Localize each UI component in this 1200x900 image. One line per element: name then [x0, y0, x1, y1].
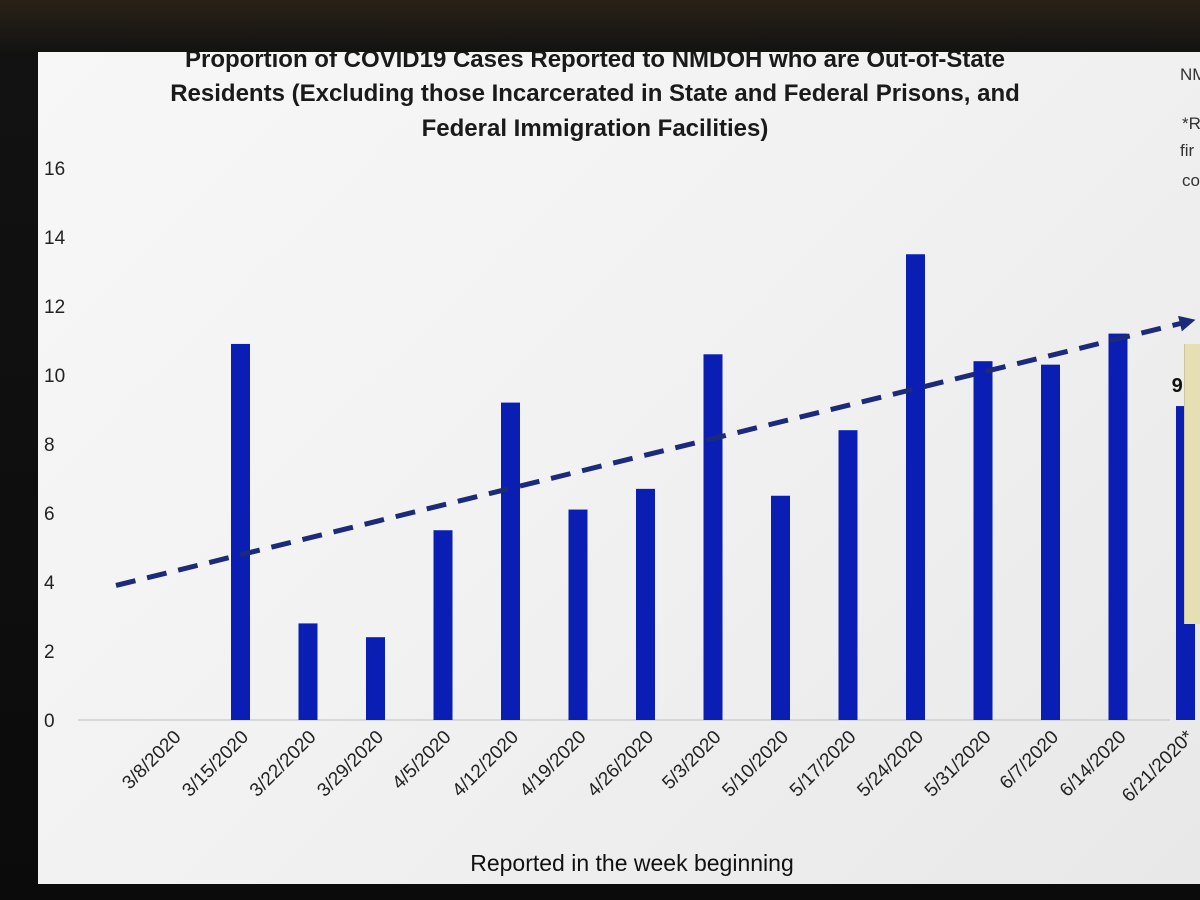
bar: [906, 254, 925, 720]
bar: [1041, 364, 1060, 720]
x-tick-label: 5/17/2020: [786, 727, 861, 802]
x-tick-label: 4/5/2020: [388, 727, 455, 794]
chart-title-line-2: Residents (Excluding those Incarcerated …: [170, 80, 1020, 107]
y-tick-label: 8: [44, 435, 55, 456]
trendline: [115, 315, 1196, 588]
x-tick-label: 6/7/2020: [996, 727, 1063, 794]
x-tick-label: 5/24/2020: [853, 727, 928, 802]
side-panel: [1184, 344, 1200, 624]
y-axis: 0 2 4 6 8 10 12 14 16: [44, 159, 66, 732]
y-tick-label: 0: [44, 711, 55, 732]
x-tick-label: 6/21/2020*: [1118, 726, 1198, 806]
trendline-dashes: [115, 320, 1185, 588]
bar: [568, 509, 588, 720]
y-tick-label: 14: [44, 228, 66, 249]
bar: [298, 623, 318, 720]
bar: [973, 361, 993, 720]
y-tick-label: 10: [44, 366, 65, 387]
side-text-1: NM: [1180, 65, 1200, 84]
trendline-arrowhead: [1178, 315, 1196, 332]
bar-chart: Proportion of COVID19 Cases Reported to …: [44, 52, 1199, 876]
chart-title-line-1: Proportion of COVID19 Cases Reported to …: [185, 52, 1005, 73]
y-tick-label: 4: [44, 573, 55, 594]
y-tick-label: 12: [44, 297, 65, 318]
x-tick-label: 4/26/2020: [583, 727, 658, 802]
bar: [636, 488, 655, 720]
bar: [838, 430, 858, 720]
bar: [771, 495, 790, 720]
x-tick-label: 4/12/2020: [448, 727, 523, 802]
side-text-4: co: [1182, 171, 1200, 190]
bar: [433, 530, 453, 720]
bar: [501, 402, 520, 720]
bar: [231, 343, 250, 720]
x-tick-label: 3/15/2020: [178, 727, 253, 802]
x-tick-label: 5/3/2020: [658, 727, 725, 794]
x-tick-label: 5/31/2020: [921, 727, 996, 802]
y-tick-label: 16: [44, 159, 65, 180]
x-tick-label: 3/29/2020: [313, 727, 388, 802]
x-axis-label: Reported in the week beginning: [470, 850, 794, 876]
side-text-2: *R: [1182, 114, 1200, 133]
chart-title: Proportion of COVID19 Cases Reported to …: [170, 52, 1020, 142]
x-tick-label: 3/8/2020: [118, 727, 185, 794]
x-tick-label: 5/10/2020: [718, 727, 793, 802]
x-tick-label: 4/19/2020: [516, 727, 591, 802]
chart-title-line-3: Federal Immigration Facilities): [422, 115, 769, 142]
screen: Proportion of COVID19 Cases Reported to …: [38, 52, 1200, 884]
bar: [703, 354, 723, 720]
bars: [231, 254, 1195, 720]
bar: [366, 637, 385, 720]
x-tick-label: 3/22/2020: [246, 727, 321, 802]
bar: [1108, 333, 1128, 720]
side-text-3: fir: [1180, 141, 1195, 160]
y-tick-label: 2: [44, 642, 55, 663]
y-tick-label: 6: [44, 504, 55, 525]
